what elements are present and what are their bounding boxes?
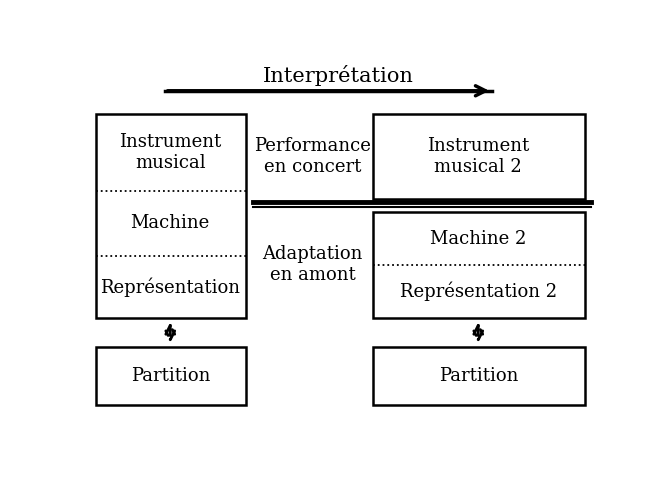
Bar — [373, 212, 585, 318]
Text: Machine 2: Machine 2 — [430, 229, 527, 247]
Text: Adaptation
en amont: Adaptation en amont — [262, 245, 363, 284]
Bar — [373, 347, 585, 405]
Text: Machine: Machine — [130, 214, 210, 232]
Text: Représentation: Représentation — [100, 278, 241, 297]
Bar — [373, 114, 585, 199]
Text: Interprétation: Interprétation — [263, 65, 414, 86]
Text: Partition: Partition — [130, 367, 210, 385]
Text: Représentation 2: Représentation 2 — [400, 281, 557, 301]
Bar — [96, 114, 246, 318]
Text: Partition: Partition — [439, 367, 518, 385]
Text: Performance
en concert: Performance en concert — [254, 137, 371, 176]
Bar — [96, 347, 246, 405]
Text: Instrument
musical: Instrument musical — [119, 133, 221, 172]
Text: Instrument
musical 2: Instrument musical 2 — [427, 137, 529, 176]
